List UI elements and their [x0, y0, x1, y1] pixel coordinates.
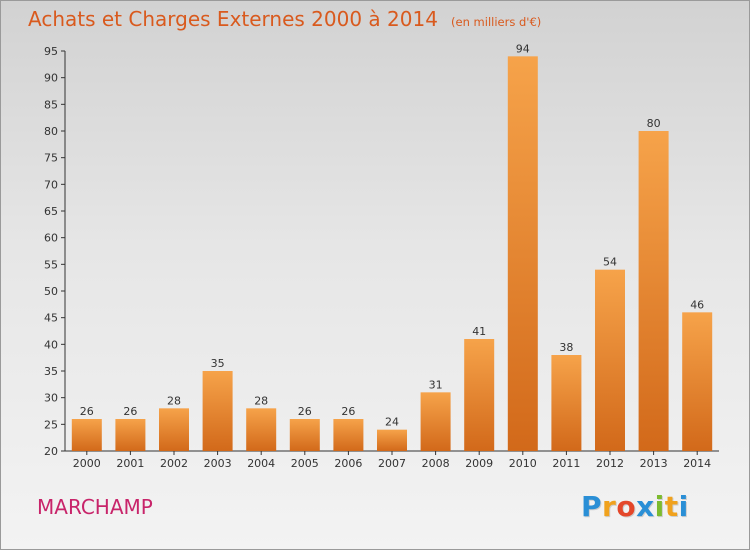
data-label: 28 — [254, 394, 268, 407]
x-tick-label: 2009 — [465, 457, 493, 470]
data-label: 41 — [472, 325, 486, 338]
bar — [246, 408, 277, 451]
data-label: 26 — [123, 405, 137, 418]
x-tick-label: 2013 — [640, 457, 668, 470]
bar — [202, 371, 233, 451]
data-label: 26 — [298, 405, 312, 418]
chart-title-block: Achats et Charges Externes 2000 à 2014 (… — [28, 7, 541, 31]
data-label: 54 — [603, 256, 617, 269]
y-tick-label: 95 — [44, 45, 58, 58]
y-tick-label: 30 — [44, 392, 58, 405]
chart-title: Achats et Charges Externes 2000 à 2014 — [28, 7, 438, 31]
y-tick-label: 80 — [44, 125, 58, 138]
logo-letter: t — [664, 490, 679, 523]
bar — [682, 312, 713, 451]
x-tick-label: 2010 — [509, 457, 537, 470]
logo-letter: o — [616, 490, 637, 523]
data-label: 28 — [167, 394, 181, 407]
bar — [507, 56, 538, 451]
x-tick-label: 2007 — [378, 457, 406, 470]
y-tick-label: 50 — [44, 285, 58, 298]
x-tick-label: 2003 — [204, 457, 232, 470]
bar — [638, 131, 669, 451]
x-tick-label: 2000 — [73, 457, 101, 470]
logo-letter: P — [581, 490, 603, 523]
bar — [464, 339, 495, 451]
y-tick-label: 60 — [44, 232, 58, 245]
data-label: 26 — [341, 405, 355, 418]
y-tick-label: 45 — [44, 312, 58, 325]
x-tick-label: 2012 — [596, 457, 624, 470]
x-tick-label: 2005 — [291, 457, 319, 470]
y-tick-label: 55 — [44, 258, 58, 271]
y-tick-label: 65 — [44, 205, 58, 218]
chart-labels: 26 2000 26 2001 28 2002 35 2003 28 2004 26 2005 26 20… — [73, 42, 711, 470]
y-tick-label: 40 — [44, 338, 58, 351]
data-label: 35 — [211, 357, 225, 370]
bar — [377, 429, 407, 451]
bar — [551, 355, 582, 451]
y-tick-label: 25 — [44, 418, 58, 431]
y-tick-label: 70 — [44, 178, 58, 191]
x-tick-label: 2004 — [247, 457, 275, 470]
data-label: 26 — [80, 405, 94, 418]
data-label: 24 — [385, 416, 399, 429]
chart-axes: 20 25 30 35 40 45 50 55 60 65 70 75 80 85 90 95 — [44, 45, 719, 458]
chart-bars — [71, 56, 713, 451]
chart-subtitle: (en milliers d'€) — [451, 15, 542, 29]
logo-letter: i — [678, 490, 689, 523]
x-tick-label: 2011 — [552, 457, 580, 470]
data-label: 46 — [690, 298, 704, 311]
bar — [71, 419, 102, 451]
y-tick-label: 90 — [44, 72, 58, 85]
bar — [159, 408, 189, 451]
bar — [420, 392, 451, 451]
bar — [289, 419, 320, 451]
x-tick-label: 2001 — [116, 457, 144, 470]
x-tick-label: 2006 — [334, 457, 362, 470]
data-label: 94 — [516, 42, 530, 55]
x-tick-label: 2014 — [683, 457, 711, 470]
logo-letter: x — [636, 490, 655, 523]
data-label: 38 — [559, 341, 573, 354]
x-tick-label: 2008 — [422, 457, 450, 470]
proxiti-logo: Proxiti — [581, 490, 689, 523]
logo-letter: r — [602, 490, 617, 523]
data-label: 31 — [429, 378, 443, 391]
bar — [115, 419, 146, 451]
y-tick-label: 35 — [44, 365, 58, 378]
logo-letter: i — [654, 490, 665, 523]
bar — [333, 419, 364, 451]
y-tick-label: 20 — [44, 445, 58, 458]
commune-name: MARCHAMP — [37, 495, 153, 519]
y-tick-label: 85 — [44, 98, 58, 111]
x-tick-label: 2002 — [160, 457, 188, 470]
y-tick-label: 75 — [44, 152, 58, 165]
data-label: 80 — [647, 117, 661, 130]
bar — [595, 269, 625, 451]
